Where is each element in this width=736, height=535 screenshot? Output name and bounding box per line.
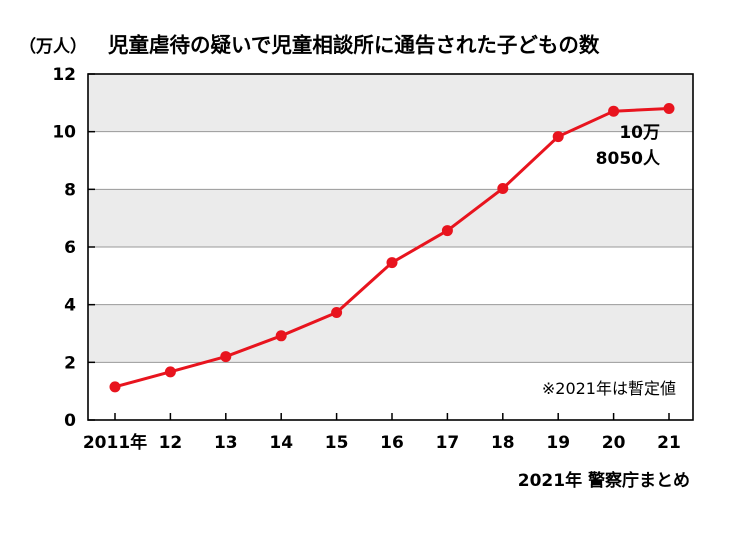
x-tick-label: 21 [657,433,681,453]
callout-line-1: 10万 [619,123,660,143]
data-point [663,102,675,114]
chart-title: 児童虐待の疑いで児童相談所に通告された子どもの数 [107,33,600,57]
y-axis: 0 2 4 6 8 10 12 [52,65,95,431]
data-point [220,351,232,363]
data-point [441,225,453,237]
grid-band [88,189,693,247]
x-tick-label: 15 [325,433,349,453]
unit-label: （万人） [19,36,87,57]
y-tick-label: 0 [64,411,76,431]
y-tick-label: 6 [64,238,76,258]
data-point [608,105,620,117]
y-tick-label: 8 [64,180,76,200]
y-tick-label: 4 [64,296,76,316]
y-tick-label: 12 [52,65,76,85]
gridlines [88,131,693,363]
chart-note: ※2021年は暫定値 [542,379,676,398]
y-tick-label: 10 [52,123,76,143]
y-tick-label: 2 [64,353,76,373]
x-tick-label: 16 [380,433,404,453]
x-tick-label: 13 [214,433,238,453]
x-tick-label: 2011年 [83,432,147,453]
data-point [275,330,287,342]
data-point [331,306,343,318]
x-tick-label: 17 [436,433,460,453]
data-point [386,257,398,269]
x-tick-label: 18 [491,433,515,453]
data-point [164,366,176,378]
source-label: 2021年 警察庁まとめ [518,470,690,491]
grid-band [88,74,693,132]
data-point [109,381,121,393]
series-group [109,102,675,393]
data-point [552,131,564,143]
data-point [497,182,509,194]
x-tick-label: 20 [602,433,626,453]
x-tick-label: 14 [269,433,293,453]
callout-line-2: 8050人 [596,149,661,169]
x-tick-label: 12 [159,433,183,453]
x-tick-label: 19 [546,433,570,453]
grid-band [88,304,693,363]
x-axis: 2011年 12 13 14 15 16 17 18 19 20 21 [83,413,681,453]
plot-bands [88,74,693,363]
